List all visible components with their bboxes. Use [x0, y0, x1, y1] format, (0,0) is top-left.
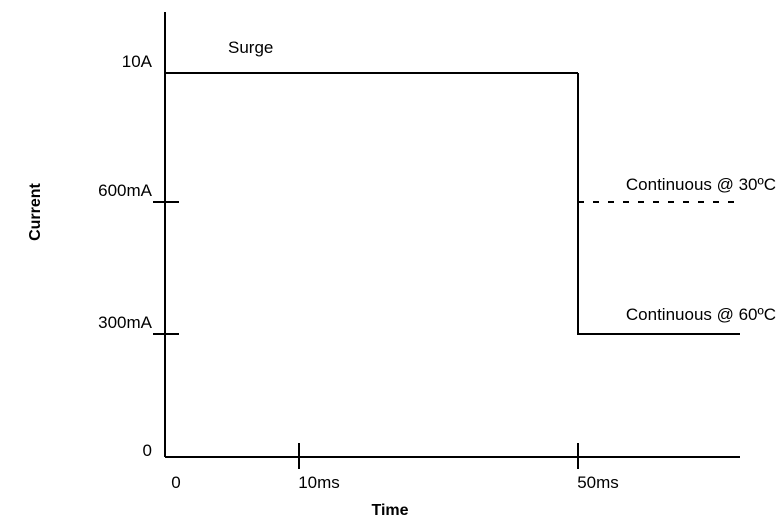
x-axis-title: Time [371, 502, 408, 519]
annotation-label: Surge [228, 38, 273, 57]
y-tick-label: 10A [122, 52, 153, 71]
y-tick-label: 0 [143, 441, 152, 460]
y-ticks: 0 300mA 600mA 10A [98, 52, 179, 460]
x-ticks: 0 10ms 50ms [171, 443, 619, 492]
annotation-label: Continuous @ 60ºC [626, 305, 776, 324]
x-tick-label: 0 [171, 473, 180, 492]
y-axis-title: Current [27, 182, 44, 240]
y-tick-label: 600mA [98, 181, 153, 200]
annotation-label: Continuous @ 30ºC [626, 175, 776, 194]
series-layer [165, 72, 740, 335]
series-line [577, 73, 740, 335]
x-tick-label: 10ms [298, 473, 340, 492]
x-tick-label: 50ms [577, 473, 619, 492]
annotation-layer: Surge Continuous @ 30ºC Continuous @ 60ºC [228, 38, 776, 324]
y-tick-label: 300mA [98, 313, 153, 332]
